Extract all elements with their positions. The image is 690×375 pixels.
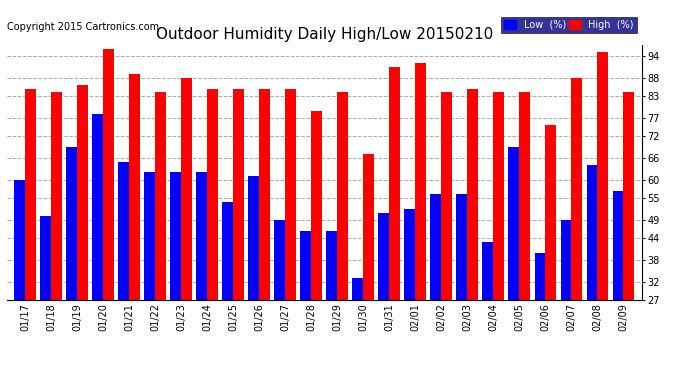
Bar	[598, 52, 609, 300]
Bar	[207, 89, 218, 300]
Bar	[326, 231, 337, 300]
Bar	[51, 92, 62, 300]
Bar	[560, 220, 571, 300]
Bar	[155, 92, 166, 300]
Bar	[40, 216, 51, 300]
Bar	[613, 191, 624, 300]
Bar	[337, 92, 348, 300]
Bar	[104, 49, 114, 300]
Bar	[624, 92, 634, 300]
Bar	[493, 92, 504, 300]
Bar	[415, 63, 426, 300]
Bar	[431, 194, 442, 300]
Bar	[520, 92, 531, 300]
Bar	[311, 111, 322, 300]
Bar	[25, 89, 36, 300]
Bar	[170, 172, 181, 300]
Text: Copyright 2015 Cartronics.com: Copyright 2015 Cartronics.com	[7, 22, 159, 32]
Bar	[571, 78, 582, 300]
Bar	[118, 162, 129, 300]
Legend: Low  (%), High  (%): Low (%), High (%)	[502, 17, 637, 33]
Bar	[144, 172, 155, 300]
Bar	[442, 92, 453, 300]
Bar	[509, 147, 520, 300]
Bar	[364, 154, 374, 300]
Bar	[378, 213, 389, 300]
Bar	[259, 89, 270, 300]
Bar	[233, 89, 244, 300]
Bar	[545, 125, 556, 300]
Title: Outdoor Humidity Daily High/Low 20150210: Outdoor Humidity Daily High/Low 20150210	[156, 27, 493, 42]
Bar	[404, 209, 415, 300]
Bar	[181, 78, 192, 300]
Bar	[222, 202, 233, 300]
Bar	[353, 278, 364, 300]
Bar	[586, 165, 598, 300]
Bar	[66, 147, 77, 300]
Bar	[285, 89, 296, 300]
Bar	[535, 253, 545, 300]
Bar	[482, 242, 493, 300]
Bar	[457, 194, 467, 300]
Bar	[467, 89, 478, 300]
Bar	[14, 180, 25, 300]
Bar	[275, 220, 285, 300]
Bar	[300, 231, 311, 300]
Bar	[77, 85, 88, 300]
Bar	[196, 172, 207, 300]
Bar	[389, 67, 400, 300]
Bar	[248, 176, 259, 300]
Bar	[92, 114, 104, 300]
Bar	[129, 74, 140, 300]
